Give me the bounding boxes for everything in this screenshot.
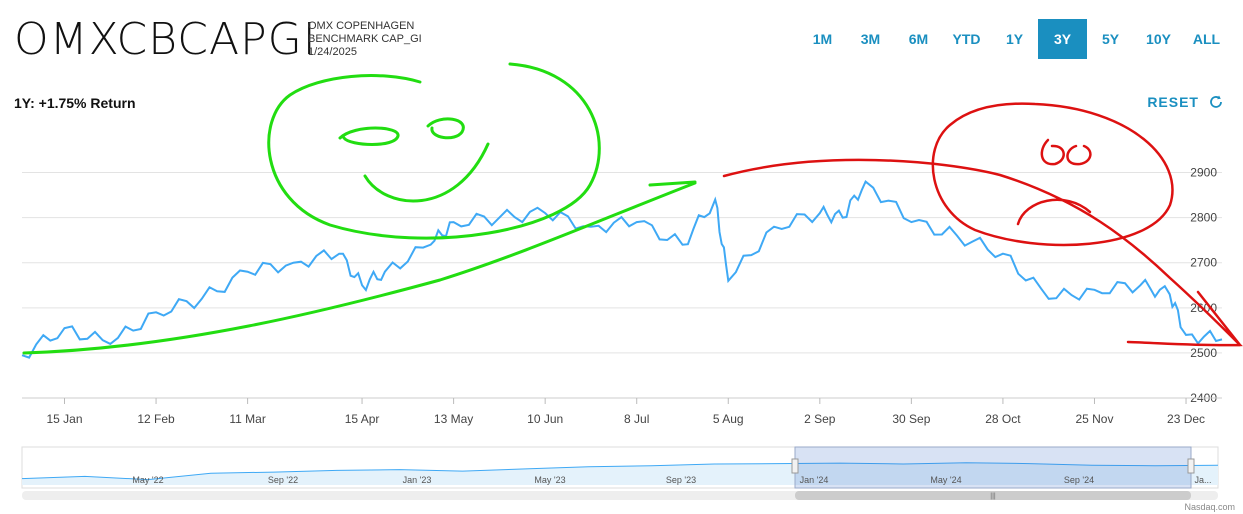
green-arrow-annotation: [22, 180, 697, 355]
y-tick-label: 2800: [1190, 211, 1217, 225]
y-tick-label: 2700: [1190, 256, 1217, 270]
navigator-label: May '24: [930, 475, 961, 485]
grid-lines: [22, 172, 1222, 399]
x-tick-label: 8 Jul: [624, 412, 649, 426]
x-tick-label: 25 Nov: [1075, 412, 1113, 426]
range-button-3m[interactable]: 3M: [860, 31, 881, 47]
navigator-line: [21, 462, 1219, 481]
range-button-1m[interactable]: 1M: [812, 31, 833, 47]
range-button-1y[interactable]: 1Y: [1005, 31, 1024, 47]
range-button-6m[interactable]: 6M: [908, 31, 929, 47]
price-line: [21, 180, 1223, 359]
index-name-line2: BENCHMARK CAP_GI: [308, 33, 422, 45]
x-tick-label: 15 Jan: [46, 412, 82, 426]
x-tick-label: 10 Jun: [527, 412, 563, 426]
green-smiley-annotation: [267, 62, 601, 240]
range-button-ytd[interactable]: YTD: [952, 31, 981, 47]
navigator-label: Ja...: [1194, 475, 1211, 485]
x-tick-label: 13 May: [434, 412, 473, 426]
x-tick-label: 30 Sep: [892, 412, 930, 426]
navigator-handle-left[interactable]: [791, 458, 799, 474]
navigator-area: [22, 462, 1218, 485]
navigator-label: Sep '22: [268, 475, 298, 485]
navigator-label: Sep '23: [666, 475, 696, 485]
navigator-label: Jan '24: [800, 475, 829, 485]
credit-label: Nasdaq.com: [1184, 502, 1235, 512]
reset-icon: [1210, 95, 1222, 108]
navigator-labels: May '22 Sep '22 Jan '23 May '23 Sep '23 Jan '…: [132, 475, 1211, 485]
y-tick-label: 2900: [1190, 166, 1217, 180]
x-tick-label: 28 Oct: [985, 412, 1021, 426]
navigator-label: May '22: [132, 475, 163, 485]
x-tick-label: 12 Feb: [137, 412, 175, 426]
index-symbol: OMXCBCAPGI: [14, 14, 317, 65]
range-button-10y[interactable]: 10Y: [1146, 31, 1171, 47]
navigator-label: May '23: [534, 475, 565, 485]
x-axis: 15 Jan 12 Feb 11 Mar 15 Apr 13 May 10 Jun 8 Ju…: [46, 398, 1205, 426]
x-tick-label: 23 Dec: [1167, 412, 1205, 426]
x-tick-label: 11 Mar: [229, 412, 265, 426]
navigator-handle-right[interactable]: [1187, 458, 1195, 474]
x-tick-label: 15 Apr: [345, 412, 380, 426]
y-tick-label: 2500: [1190, 346, 1217, 360]
scrollbar-grip: |||: [990, 493, 996, 500]
index-date: 1/24/2025: [308, 46, 357, 58]
reset-label: RESET: [1147, 94, 1199, 110]
scrollbar-thumb[interactable]: [795, 491, 1191, 500]
x-tick-label: 2 Sep: [804, 412, 836, 426]
red-frown-annotation: [931, 102, 1174, 247]
navigator-label: Sep '24: [1064, 475, 1094, 485]
range-selector: 1M 3M 6M YTD 1Y 3Y 5Y 10Y ALL: [799, 19, 1231, 59]
x-tick-label: 5 Aug: [713, 412, 744, 426]
navigator-selection[interactable]: [794, 446, 1192, 489]
return-label: 1Y: +1.75% Return: [14, 95, 136, 111]
red-arrow-annotation: [722, 158, 1243, 347]
reset-button[interactable]: RESET: [1147, 93, 1225, 111]
range-button-3y[interactable]: 3Y: [1038, 19, 1087, 59]
navigator-label: Jan '23: [403, 475, 432, 485]
index-name-line1: OMX COPENHAGEN: [308, 20, 415, 32]
range-button-5y[interactable]: 5Y: [1101, 31, 1120, 47]
index-meta: OMX COPENHAGEN BENCHMARK CAP_GI 1/24/202…: [308, 20, 422, 59]
range-button-all[interactable]: ALL: [1192, 31, 1221, 47]
